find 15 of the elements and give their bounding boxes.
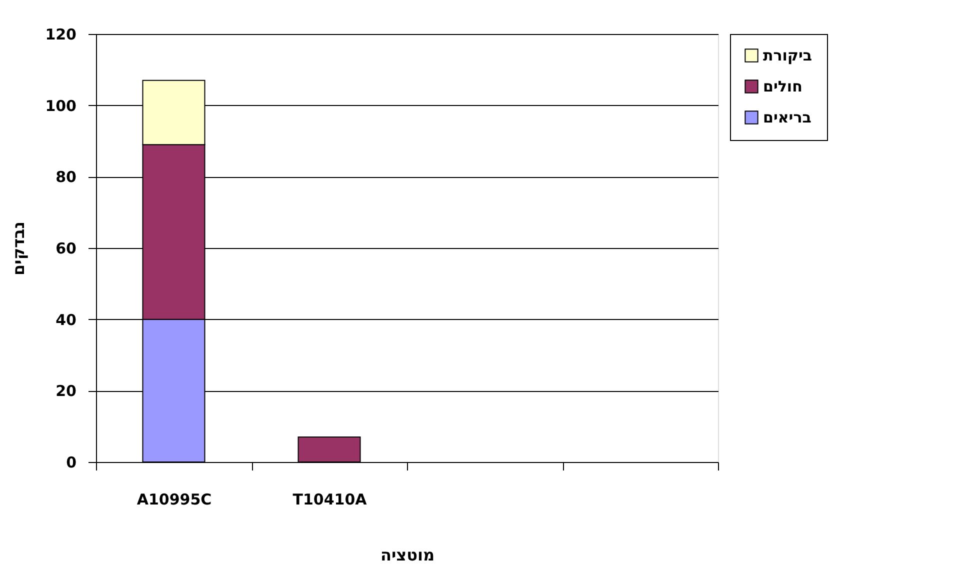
y-tick-label: 60 <box>56 240 76 258</box>
y-tick-label: 40 <box>56 310 76 329</box>
y-axis-title: נבדקים <box>9 221 28 276</box>
y-tick-label: 100 <box>45 96 76 115</box>
y-tick-label: 20 <box>56 382 76 400</box>
y-tick-label: 80 <box>56 168 76 186</box>
legend-label: ביקורת <box>763 46 812 64</box>
x-tick-label: A10995C <box>136 490 212 508</box>
bar <box>298 436 361 462</box>
x-axis-title: מוטציה <box>380 546 435 564</box>
legend-label: בריאים <box>763 108 812 126</box>
y-tick-label: 120 <box>45 26 76 44</box>
y-tick-label: 0 <box>66 454 76 472</box>
x-tick-label: T10410A <box>292 490 368 508</box>
legend-label: חולים <box>763 78 802 96</box>
